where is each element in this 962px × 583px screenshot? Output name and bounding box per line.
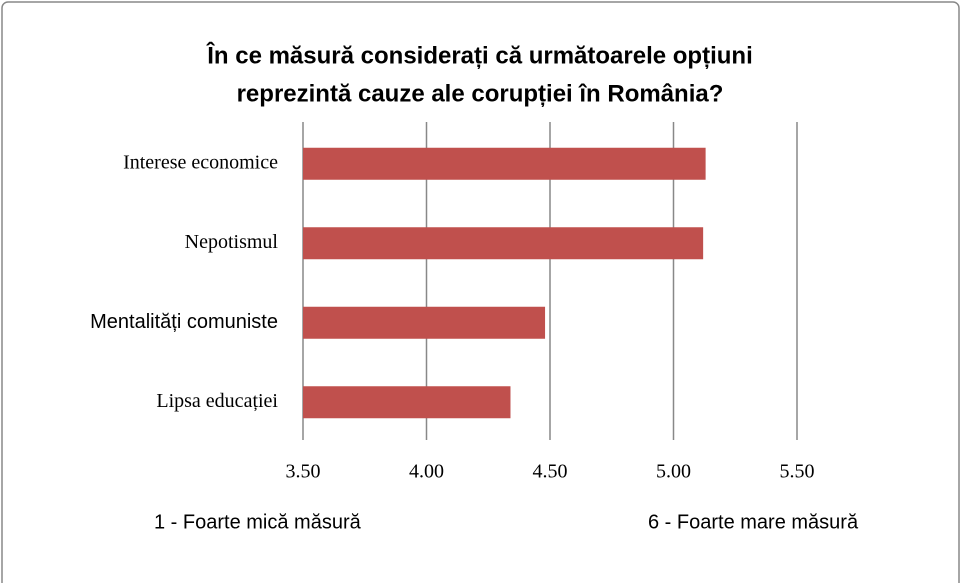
axis-note: 6 - Foarte mare măsură [648,511,859,533]
bar [303,147,706,180]
chart-title: reprezintă cauze ale corupției în Români… [237,80,724,107]
bar [303,227,704,260]
chart-title: În ce măsură considerați că următoarele … [206,41,753,69]
bar [303,306,546,339]
y-tick-label: Nepotismul [185,231,279,253]
x-tick-label: 4.50 [533,461,568,483]
x-tick-label: 5.50 [780,461,815,483]
axis-note: 1 - Foarte mică măsură [154,511,362,533]
x-tick-label: 3.50 [286,461,321,483]
x-tick-label: 4.00 [409,461,444,483]
y-tick-label: Interese economice [123,151,278,173]
bar [303,386,511,419]
x-tick-label: 5.00 [656,461,691,483]
y-tick-label: Lipsa educației [156,390,278,412]
y-tick-label: Mentalități comuniste [90,311,278,333]
